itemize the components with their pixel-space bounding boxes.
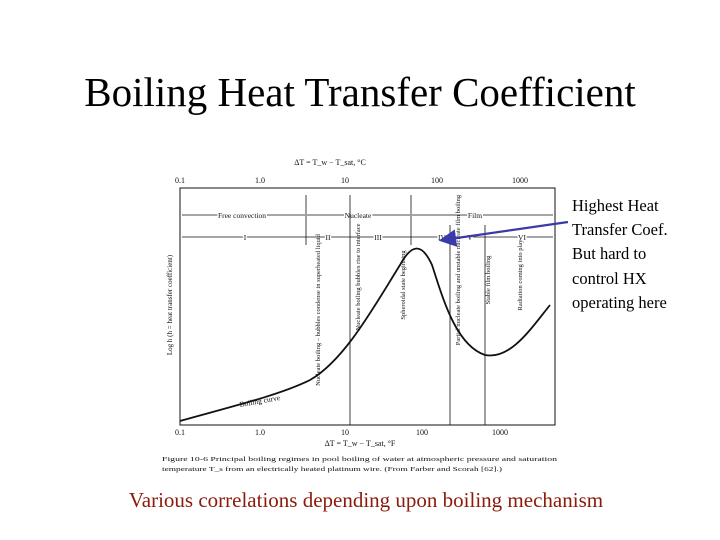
figure-caption-line-2: temperature T_s from an electrically hea… — [162, 466, 502, 473]
regime-film: Film — [468, 211, 482, 220]
bottom-tick-label: 10 — [341, 428, 349, 437]
annotation-partial-nucleate: Partial nucleate boiling and unstable nu… — [455, 194, 462, 345]
top-tick-label: 1000 — [512, 176, 528, 185]
regime-nucleate: Nucleate — [345, 211, 372, 220]
callout-line: control HX — [572, 268, 647, 288]
annotation-radiation: Radiation coming into play — [517, 239, 524, 311]
bottom-axis-label: ΔT = T_w − T_sat, °F — [325, 439, 396, 448]
regime-v: V — [467, 233, 473, 242]
top-tick-label: 100 — [431, 176, 443, 185]
callout-line: Transfer Coef. — [572, 220, 668, 240]
top-tick-label: 0.1 — [175, 176, 185, 185]
regime-ii: II — [326, 233, 331, 242]
plot-frame — [179, 187, 556, 426]
boiling-curve-figure: ΔT = T_w − T_sat, °C 0.1 1.0 10 100 1000… — [160, 155, 560, 485]
regime-iii: III — [374, 233, 382, 242]
callout-line: But hard to — [572, 244, 647, 264]
top-tick-label: 10 — [341, 176, 349, 185]
bottom-tick-label: 100 — [416, 428, 428, 437]
regime-iv: IV — [438, 233, 446, 242]
annotation-stable-film: Stable film boiling — [485, 255, 492, 304]
slide-caption: Various correlations depending upon boil… — [128, 488, 604, 512]
bottom-tick-label: 0.1 — [175, 428, 185, 437]
callout-line: operating here — [572, 292, 667, 312]
boiling-curve — [179, 247, 551, 422]
bottom-tick-label: 1000 — [492, 428, 508, 437]
regime-row-2 — [182, 195, 553, 425]
top-tick-label: 1.0 — [255, 176, 265, 185]
annotation-nucleate-rise: Nucleate boiling bubbles rise to interfa… — [355, 223, 362, 330]
figure-caption-line-1: Figure 10-6 Principal boiling regimes in… — [162, 456, 558, 463]
annotation-spheroidal: Spheroidal state beginning — [400, 250, 407, 320]
annotation-nucleate-superheated: Nucleate boiling – bubbles condense in s… — [315, 233, 322, 386]
slide-title: Boiling Heat Transfer Coefficient — [84, 69, 636, 115]
regime-row-1 — [182, 195, 553, 245]
regime-i: I — [244, 233, 247, 242]
regime-free-convection: Free convection — [218, 211, 266, 220]
callout-text: Highest Heat Transfer Coef. But hard to … — [572, 194, 712, 315]
callout-line: Highest Heat — [572, 196, 659, 215]
bottom-tick-label: 1.0 — [255, 428, 265, 437]
top-axis-label: ΔT = T_w − T_sat, °C — [294, 158, 366, 167]
curve-label: Boiling curve — [239, 393, 282, 409]
y-axis-label: Log h (h = heat transfer coefficient) — [166, 254, 174, 355]
